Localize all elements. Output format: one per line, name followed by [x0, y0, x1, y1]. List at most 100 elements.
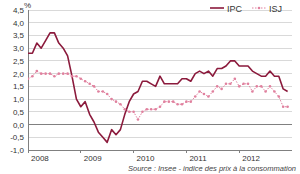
y-tick-label: 3,5 [13, 31, 25, 40]
x-tick-label: 2010 [137, 154, 155, 163]
series-marker [189, 100, 192, 103]
y-tick-label: -1,0 [10, 146, 24, 155]
series-marker [154, 108, 157, 111]
y-tick-label: -0,5 [10, 133, 24, 142]
series-marker [141, 111, 144, 114]
series-line [28, 71, 288, 119]
x-tick [80, 150, 81, 153]
y-tick-label: 0,5 [13, 108, 25, 117]
y-grid-line [28, 10, 292, 11]
series-marker [247, 83, 250, 86]
series-marker [57, 72, 60, 75]
series-marker [225, 83, 228, 86]
series-marker [66, 72, 69, 75]
series-marker [203, 93, 206, 96]
source-note: Source : Insee - indice des prix à la co… [128, 164, 296, 173]
series-marker [185, 100, 188, 103]
series-marker [36, 70, 39, 73]
y-grid-line [28, 99, 292, 100]
legend-label: ISJ [269, 4, 282, 14]
y-grid-line [28, 124, 292, 125]
series-marker [110, 98, 113, 101]
y-tick-label: 0,0 [13, 121, 25, 130]
series-marker [49, 72, 52, 75]
x-axis-line [28, 150, 292, 151]
series-marker [28, 77, 29, 80]
legend-swatch [252, 8, 266, 9]
series-marker [168, 100, 171, 103]
series-marker [163, 100, 166, 103]
series-marker [102, 90, 105, 93]
y-tick-label: 4,0 [13, 19, 25, 28]
series-marker [106, 93, 109, 96]
series-marker [286, 105, 289, 108]
y-grid-line [28, 86, 292, 87]
series-marker [62, 72, 65, 75]
series-marker [269, 85, 272, 88]
y-grid-line [28, 111, 292, 112]
y-grid-line [28, 22, 292, 23]
y-tick-label: 3,0 [13, 44, 25, 53]
y-tick-label: 4,5 [13, 6, 25, 15]
y-grid-line [28, 48, 292, 49]
x-tick-label: 2008 [31, 154, 49, 163]
series-marker [128, 111, 131, 114]
series-marker [172, 100, 175, 103]
series-marker [216, 85, 219, 88]
legend-marker [258, 7, 261, 10]
series-marker [198, 90, 201, 93]
series-marker [119, 103, 122, 106]
y-grid-line [28, 35, 292, 36]
x-tick-label: 2011 [189, 154, 207, 163]
series-marker [88, 83, 91, 86]
series-marker [255, 85, 258, 88]
legend-swatch [210, 7, 224, 9]
y-tick-label: 2,5 [13, 57, 25, 66]
series-marker [40, 72, 43, 75]
x-tick-label: 2012 [242, 154, 260, 163]
y-tick-label: 1,5 [13, 82, 25, 91]
series-marker [75, 75, 78, 78]
series-marker [84, 80, 87, 83]
y-grid-line [28, 150, 292, 151]
series-marker [176, 103, 179, 106]
series-marker [159, 105, 162, 108]
series-marker [115, 100, 118, 103]
plot-area [28, 33, 289, 142]
series-marker [97, 90, 100, 93]
series-marker [31, 75, 34, 78]
series-marker [137, 118, 140, 121]
series-marker [234, 77, 237, 80]
y-axis-label: % [24, 1, 31, 10]
series-marker [207, 95, 210, 98]
chart: -1,0 -0,5 0,0 0,5 1,0 1,5 2,0 2,5 3,0 3,5 4,0 4,5% 2… [0, 0, 300, 174]
y-tick-label: 1,0 [13, 95, 25, 104]
series-marker [132, 111, 135, 114]
series-marker [251, 90, 254, 93]
series-marker [273, 90, 276, 93]
series-marker [146, 108, 149, 111]
series-marker [212, 90, 215, 93]
series-marker [93, 85, 96, 88]
series-marker [238, 85, 241, 88]
series-marker [44, 72, 47, 75]
series-marker [123, 108, 126, 111]
series-marker [278, 95, 281, 98]
y-grid-line [28, 73, 292, 74]
y-grid-line [28, 137, 292, 138]
series-marker [282, 105, 285, 108]
series-marker [242, 83, 245, 86]
x-tick [186, 150, 187, 153]
legend-label: IPC [227, 4, 243, 14]
y-tick-label: 2,0 [13, 70, 25, 79]
series-marker [220, 88, 223, 91]
x-tick [133, 150, 134, 153]
x-tick-label: 2009 [84, 154, 102, 163]
series-marker [71, 75, 74, 78]
x-tick [239, 150, 240, 153]
series-marker [150, 108, 153, 111]
y-grid-line [28, 60, 292, 61]
series-marker [260, 85, 263, 88]
series-marker [181, 103, 184, 106]
series-marker [264, 90, 267, 93]
